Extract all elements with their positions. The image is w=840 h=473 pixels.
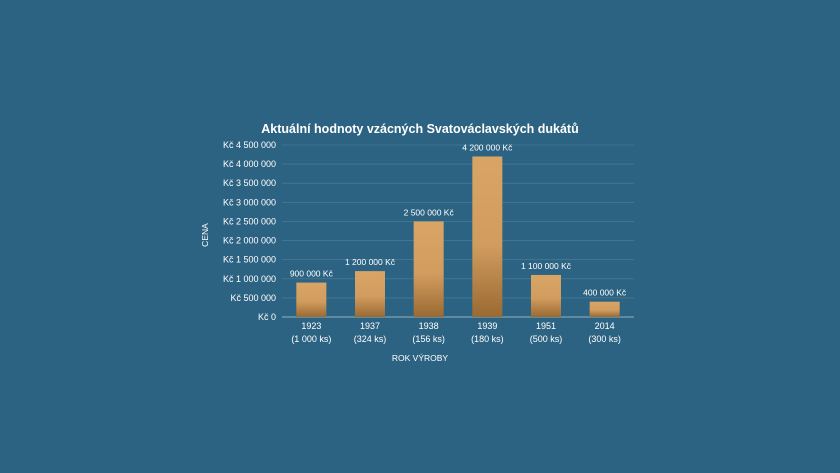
data-label: 1 200 000 Kč (345, 257, 396, 267)
y-tick-label: Kč 4 500 000 (223, 140, 276, 150)
y-tick-label: Kč 4 000 000 (223, 159, 276, 169)
x-tick-count: (300 ks) (588, 334, 621, 344)
y-axis-label: CENA (200, 223, 210, 247)
x-tick-year: 1938 (419, 321, 439, 331)
y-tick-label: Kč 2 500 000 (223, 216, 276, 226)
data-label: 900 000 Kč (290, 269, 334, 279)
y-axis-ticks: Kč 0 Kč 500 000 Kč 1 000 000 Kč 1 500 000 Kč… (223, 140, 276, 322)
x-tick-count: (1 000 ks) (291, 334, 331, 344)
data-label: 2 500 000 Kč (404, 207, 455, 217)
x-tick-count: (156 ks) (412, 334, 445, 344)
gridlines (282, 144, 634, 318)
y-tick-label: Kč 2 000 000 (223, 236, 276, 246)
x-tick-year: 1939 (477, 321, 497, 331)
x-tick-count: (500 ks) (530, 334, 563, 344)
data-label: 1 100 000 Kč (521, 261, 572, 271)
bar (472, 156, 503, 317)
bar (296, 282, 327, 317)
y-tick-label: Kč 1 500 000 (223, 255, 276, 265)
x-axis-label: ROK VÝROBY (392, 353, 449, 363)
x-tick-year: 1923 (301, 321, 321, 331)
x-tick-year: 1937 (360, 321, 380, 331)
bar (355, 271, 385, 317)
y-tick-label: Kč 1 000 000 (223, 274, 276, 284)
x-tick-count: (180 ks) (471, 334, 504, 344)
x-tick-count: (324 ks) (354, 334, 387, 344)
y-tick-label: Kč 3 000 000 (223, 197, 276, 207)
y-tick-label: Kč 500 000 (230, 293, 276, 303)
bars: 900 000 Kč 1 200 000 Kč 2 500 000 Kč 4 200 … (290, 142, 627, 317)
y-tick-label: Kč 3 500 000 (223, 178, 276, 188)
data-label: 400 000 Kč (583, 288, 627, 298)
bar (531, 274, 561, 317)
y-tick-label: Kč 0 (258, 312, 276, 322)
bar (413, 221, 444, 317)
x-axis-ticks: 1923 (1 000 ks) 1937 (324 ks) 1938 (156 ks) 19… (291, 321, 621, 344)
chart-title: Aktuální hodnoty vzácných Svatováclavský… (261, 122, 578, 136)
bar (589, 301, 620, 317)
x-tick-year: 2014 (595, 321, 615, 331)
x-tick-year: 1951 (536, 321, 556, 331)
data-label: 4 200 000 Kč (462, 142, 513, 152)
